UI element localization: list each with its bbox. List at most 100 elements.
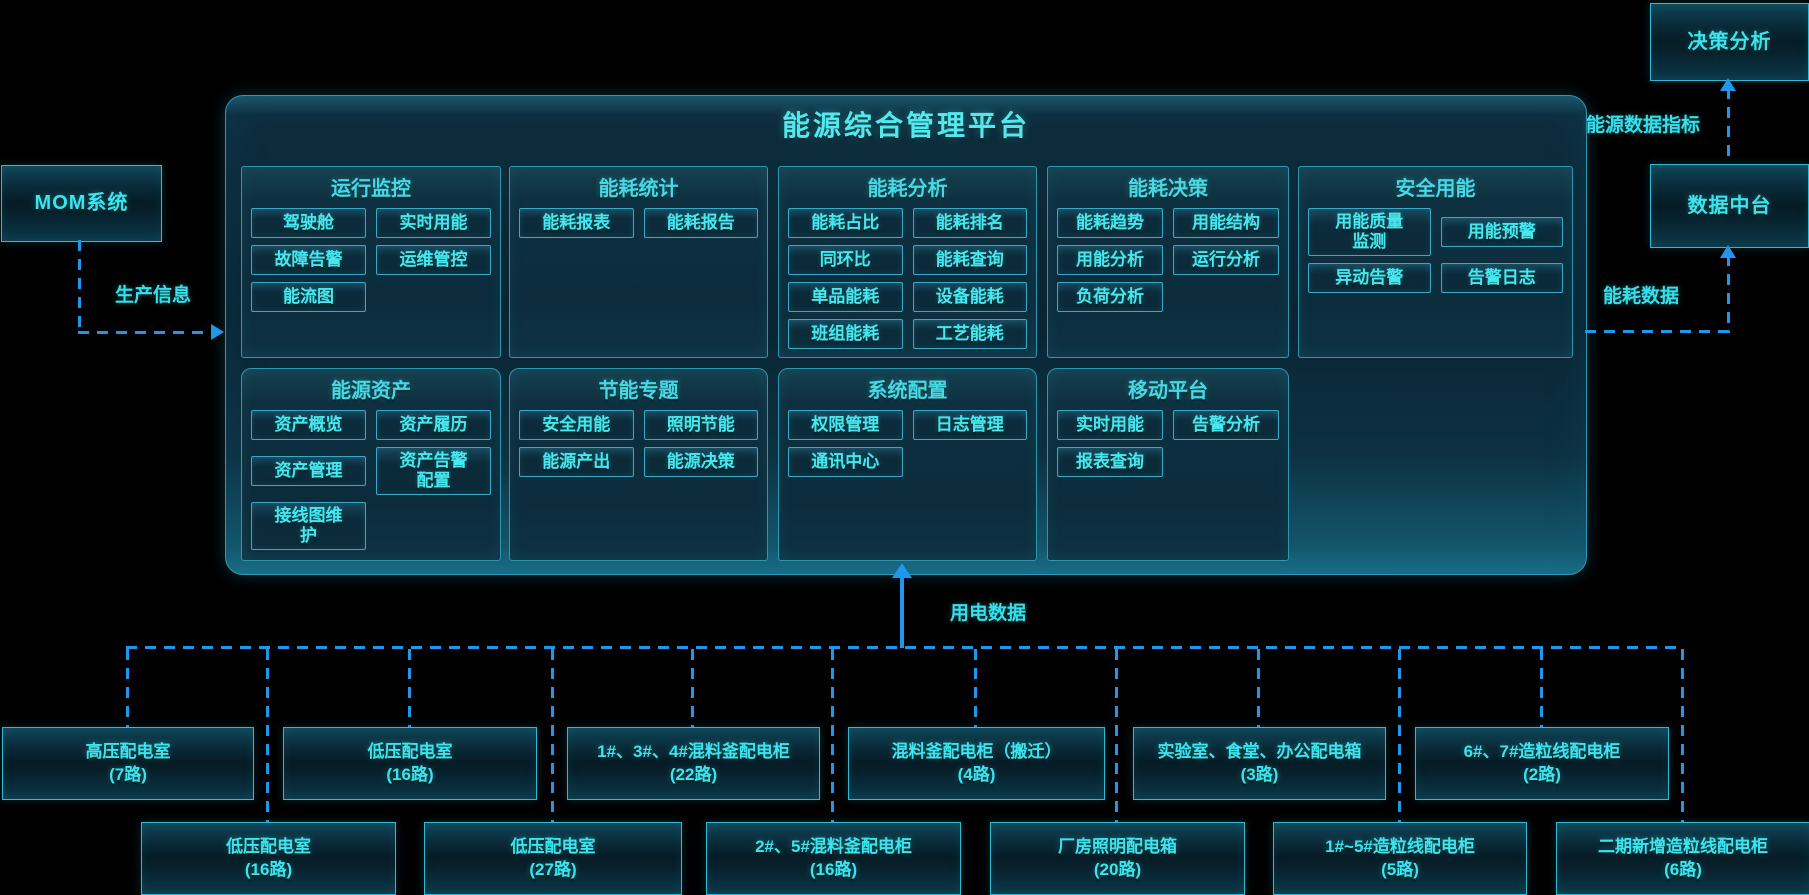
feature-chip: 驾驶舱 — [251, 208, 366, 238]
module-title: 能耗分析 — [867, 178, 948, 200]
flow-label-production-info: 生产信息 — [115, 285, 192, 306]
module-box-r0-c2: 能耗分析能耗占比 能耗排名 同环比 能耗查询 单品能耗 设备能耗 班组能耗 工艺能耗 — [778, 166, 1037, 358]
module-box-r0-c1: 能耗统计能耗报表 能耗报告 — [509, 166, 768, 358]
dist-box-top-5: 实验室、食堂、办公配电箱 (3路) — [1133, 727, 1386, 800]
module-feature-grid: 能耗占比 能耗排名 同环比 能耗查询 单品能耗 设备能耗 班组能耗 工艺能耗 — [779, 208, 1036, 349]
connector-drop-top-5 — [1257, 649, 1260, 727]
feature-chip: 班组能耗 — [788, 319, 903, 349]
module-title: 能源资产 — [331, 380, 411, 402]
connector-distribution-trunk — [126, 646, 1683, 649]
flow-label-electricity-data: 用电数据 — [950, 603, 1027, 624]
dist-box-top-2: 低压配电室 (16路) — [283, 727, 537, 800]
data-middle-platform-box: 数据中台 — [1650, 164, 1809, 248]
connector-drop-top-2 — [408, 649, 411, 727]
connector-drop-bottom-3 — [831, 649, 834, 822]
dist-box-top-1: 高压配电室 (7路) — [2, 727, 254, 800]
connector-mom-vertical — [78, 240, 81, 332]
module-title: 移动平台 — [1128, 380, 1208, 402]
feature-chip: 用能分析 — [1057, 245, 1163, 275]
connector-drop-top-3 — [691, 649, 694, 727]
feature-chip: 运维管控 — [376, 245, 491, 275]
flow-label-energy-data-kpi: 能源数据指标 — [1586, 115, 1701, 136]
module-title: 运行监控 — [331, 178, 411, 200]
connector-drop-top-1 — [126, 649, 129, 727]
arrow-into-platform-left — [211, 324, 224, 340]
feature-chip: 工艺能耗 — [912, 319, 1027, 349]
module-box-r1-c0: 能源资产资产概览 资产履历 资产管理 资产告警 配置 接线图维 护 — [241, 368, 501, 561]
feature-chip: 能耗报表 — [519, 208, 634, 238]
feature-chip: 安全用能 — [519, 410, 634, 440]
module-feature-grid: 实时用能 告警分析 报表查询 — [1048, 410, 1288, 477]
feature-chip: 运行分析 — [1173, 245, 1279, 275]
dist-box-top-3: 1#、3#、4#混料釜配电柜 (22路) — [567, 727, 820, 800]
arrow-into-decision-analysis — [1720, 78, 1736, 91]
module-feature-grid: 驾驶舱 实时用能 故障告警 运维管控 能流图 — [242, 208, 500, 312]
feature-chip: 能耗占比 — [788, 208, 903, 238]
feature-chip: 能源产出 — [519, 447, 634, 477]
connector-right-horizontal — [1585, 330, 1729, 333]
decision-analysis-box: 决策分析 — [1650, 3, 1809, 81]
arrow-into-data-platform — [1720, 245, 1736, 258]
connector-drop-bottom-1 — [266, 649, 269, 822]
feature-chip: 资产概览 — [251, 410, 366, 440]
platform-title: 能源综合管理平台 — [781, 110, 1030, 141]
feature-chip: 实时用能 — [376, 208, 491, 238]
feature-chip: 异动告警 — [1308, 263, 1431, 293]
feature-chip: 设备能耗 — [912, 282, 1027, 312]
feature-chip: 能耗查询 — [912, 245, 1027, 275]
module-feature-grid: 安全用能 照明节能 能源产出 能源决策 — [510, 410, 767, 477]
feature-chip: 用能质量 监测 — [1308, 208, 1431, 256]
dist-box-bottom-1: 低压配电室 (16路) — [141, 822, 396, 895]
feature-chip: 能源决策 — [643, 447, 758, 477]
connector-drop-top-4 — [974, 649, 977, 727]
module-feature-grid: 用能质量 监测 用能预警 异动告警 告警日志 — [1299, 208, 1572, 293]
module-box-r1-c3: 移动平台实时用能 告警分析 报表查询 — [1047, 368, 1289, 561]
feature-chip: 能流图 — [251, 282, 366, 312]
connector-mom-horizontal — [78, 331, 210, 334]
feature-chip: 负荷分析 — [1057, 282, 1163, 312]
feature-chip: 报表查询 — [1057, 447, 1163, 477]
feature-chip: 日志管理 — [912, 410, 1027, 440]
module-title: 安全用能 — [1395, 178, 1476, 200]
module-box-r0-c3: 能耗决策能耗趋势 用能结构 用能分析 运行分析 负荷分析 — [1047, 166, 1289, 358]
dist-box-bottom-3: 2#、5#混料釜配电柜 (16路) — [706, 822, 961, 895]
feature-chip: 接线图维 护 — [251, 502, 366, 550]
connector-drop-bottom-6 — [1681, 649, 1684, 822]
feature-chip: 用能预警 — [1440, 217, 1563, 247]
feature-chip: 资产告警 配置 — [376, 447, 491, 495]
feature-chip: 资产管理 — [251, 456, 366, 486]
arrow-electricity-into-platform — [892, 563, 912, 578]
connector-drop-bottom-2 — [551, 649, 554, 822]
module-box-r0-c0: 运行监控驾驶舱 实时用能 故障告警 运维管控 能流图 — [241, 166, 501, 358]
feature-chip: 能耗报告 — [643, 208, 758, 238]
module-title: 系统配置 — [867, 380, 948, 402]
feature-chip: 权限管理 — [788, 410, 903, 440]
feature-chip: 用能结构 — [1173, 208, 1279, 238]
flow-label-energy-consumption-data: 能耗数据 — [1603, 286, 1680, 307]
dist-box-bottom-4: 厂房照明配电箱 (20路) — [990, 822, 1245, 895]
connector-top-vertical — [1727, 88, 1730, 164]
module-box-r0-c4: 安全用能用能质量 监测 用能预警 异动告警 告警日志 — [1298, 166, 1573, 358]
module-box-r1-c1: 节能专题 安全用能 照明节能 能源产出 能源决策 — [509, 368, 768, 561]
feature-chip: 告警分析 — [1173, 410, 1279, 440]
connector-drop-top-6 — [1540, 649, 1543, 727]
dist-box-top-4: 混料釜配电柜（搬迁） (4路) — [848, 727, 1105, 800]
feature-chip: 能耗排名 — [912, 208, 1027, 238]
feature-chip: 同环比 — [788, 245, 903, 275]
module-title: 能耗决策 — [1128, 178, 1208, 200]
connector-drop-bottom-5 — [1398, 649, 1401, 822]
module-feature-grid: 权限管理 日志管理 通讯中心 — [779, 410, 1036, 477]
dist-box-bottom-2: 低压配电室 (27路) — [424, 822, 682, 895]
dist-box-top-6: 6#、7#造粒线配电柜 (2路) — [1415, 727, 1669, 800]
feature-chip: 资产履历 — [376, 410, 491, 440]
connector-right-vertical — [1727, 255, 1730, 333]
connector-drop-bottom-4 — [1115, 649, 1118, 822]
dist-box-bottom-6: 二期新增造粒线配电柜 (6路) — [1556, 822, 1809, 895]
electricity-arrow-line — [900, 576, 904, 648]
feature-chip: 照明节能 — [643, 410, 758, 440]
feature-chip: 单品能耗 — [788, 282, 903, 312]
feature-chip: 能耗趋势 — [1057, 208, 1163, 238]
module-title: 能耗统计 — [598, 178, 679, 200]
module-feature-grid: 资产概览 资产履历 资产管理 资产告警 配置 接线图维 护 — [242, 410, 500, 550]
